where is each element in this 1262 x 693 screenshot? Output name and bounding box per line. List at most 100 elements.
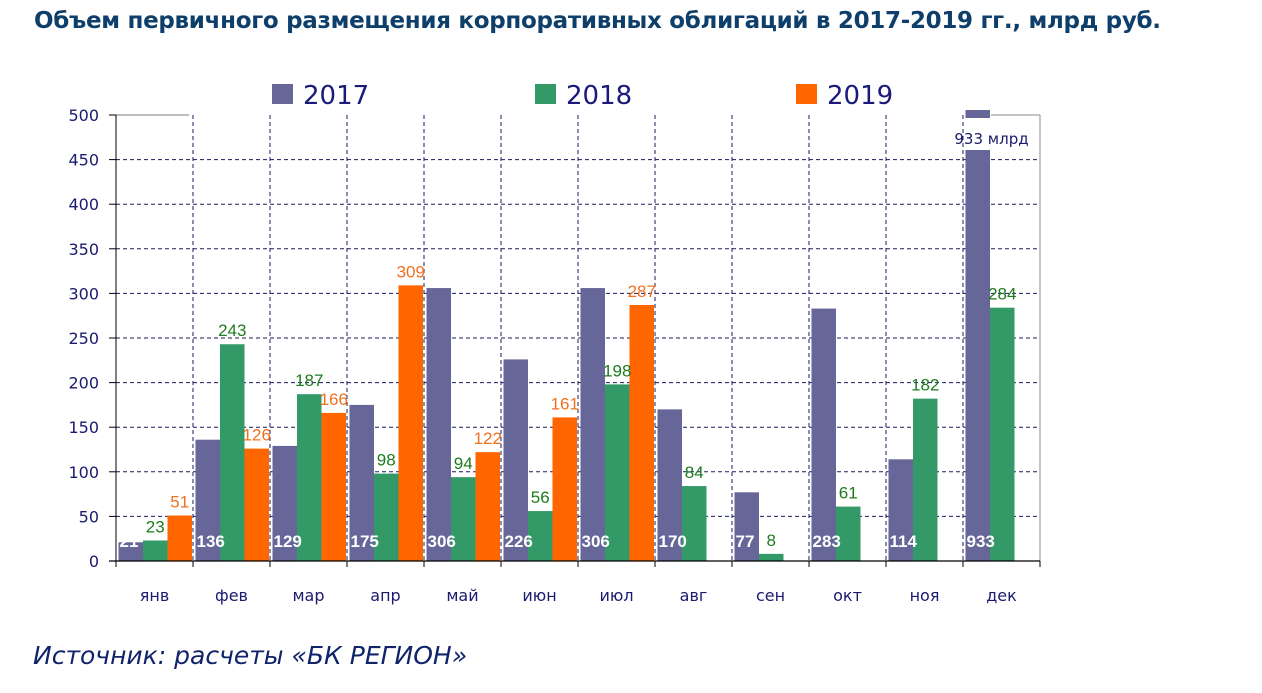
bar-2019-май (475, 452, 500, 561)
y-tick-label: 350 (68, 240, 99, 259)
data-label-2018: 187 (295, 371, 323, 390)
bar-2017-сен (734, 492, 759, 561)
data-label-2019: 161 (551, 394, 579, 413)
chart-title: Объем первичного размещения корпоративны… (34, 8, 1161, 34)
bar-2017-июн (503, 359, 528, 561)
source-note: Источник: расчеты «БК РЕГИОН» (33, 641, 468, 670)
bar-2018-апр (374, 473, 399, 561)
bar-2018-фев (220, 344, 245, 561)
data-label-2017: 306 (428, 532, 456, 551)
legend-swatch-2018 (535, 84, 556, 104)
x-tick-label: дек (986, 586, 1017, 605)
bar-2018-янв (143, 540, 168, 561)
y-tick-label: 450 (68, 151, 99, 170)
x-tick-label: авг (680, 586, 708, 605)
bar-2018-сен (759, 553, 784, 561)
bar-2019-июн (552, 417, 577, 561)
bar-2018-май (451, 477, 476, 561)
bar-2017-фев (195, 439, 220, 561)
y-tick-label: 300 (68, 284, 99, 303)
x-tick-label: янв (140, 586, 170, 605)
bar-2018-июн (528, 511, 553, 561)
data-label-2017: 283 (813, 532, 841, 551)
data-label-2017: 114 (890, 532, 918, 551)
legend-label-2017: 2017 (303, 81, 369, 111)
bar-2019-мар (321, 412, 346, 561)
x-tick-label: окт (833, 586, 862, 605)
axes: 0 50 100 150 200 250 300 350 400 450 500 янв фев мар а… (68, 106, 1041, 605)
bar-2017-мар (272, 445, 297, 561)
data-label-2017: 226 (505, 532, 533, 551)
data-label-2018: 94 (454, 454, 473, 473)
bar-2019-янв (167, 515, 192, 561)
data-label-2019: 309 (397, 262, 425, 281)
annotation-truncated-value: 933 млрд (954, 130, 1028, 148)
data-label-2018: 98 (377, 451, 396, 470)
bar-2018-дек (990, 307, 1015, 561)
bar-2019-фев (244, 448, 269, 561)
data-label-2018: 284 (988, 285, 1016, 304)
legend-swatch-2017 (272, 84, 293, 104)
bar-2018-июл (605, 384, 630, 561)
data-label-2017: 170 (659, 532, 687, 551)
bar-2017-июл (580, 288, 605, 561)
x-tick-label: июл (599, 586, 633, 605)
legend-label-2019: 2019 (827, 81, 893, 111)
legend: 2017 2018 2019 (272, 81, 893, 111)
x-tick-label: ноя (910, 586, 940, 605)
bar-2017-дек (965, 150, 990, 561)
y-tick-label: 500 (68, 106, 99, 125)
bar-2019-апр (398, 285, 423, 561)
bar-2018-окт (836, 506, 861, 561)
x-tick-label: май (446, 586, 478, 605)
data-label-2017: 933 (967, 532, 995, 551)
data-label-2017: 175 (351, 532, 379, 551)
y-tick-label: 150 (68, 418, 99, 437)
x-tick-label: апр (370, 586, 400, 605)
y-tick-label: 50 (79, 507, 99, 526)
y-tick-label: 200 (68, 374, 99, 393)
bar-2017-янв (118, 542, 143, 561)
bar-2018-мар (297, 394, 322, 561)
bar-2017-ноя (888, 459, 913, 561)
grid-lines (116, 115, 1040, 561)
bar-2017-окт (811, 308, 836, 561)
data-label-2018: 182 (911, 376, 939, 395)
bar-2017-апр (349, 404, 374, 561)
x-tick-label: сен (756, 586, 785, 605)
data-label-2017: 306 (582, 532, 610, 551)
bar-2017-авг (657, 409, 682, 561)
bar-2017-дек-cap (965, 110, 990, 118)
y-tick-label: 400 (68, 195, 99, 214)
data-label-2019: 126 (243, 426, 271, 445)
data-label-2018: 243 (218, 321, 246, 340)
bar-2019-июл (629, 304, 654, 561)
data-label-2019: 166 (320, 390, 348, 409)
x-tick-label: мар (292, 586, 324, 605)
x-tick-label: июн (522, 586, 556, 605)
bar-2018-ноя (913, 398, 938, 561)
bar-2018-авг (682, 486, 707, 561)
data-label-2018: 84 (685, 463, 704, 482)
data-label-2018: 198 (603, 361, 631, 380)
data-label-2017: 129 (274, 532, 302, 551)
data-label-2018: 61 (839, 484, 858, 503)
y-tick-label: 0 (89, 552, 99, 571)
y-tick-label: 250 (68, 329, 99, 348)
x-tick-label: фев (215, 586, 248, 605)
data-label-2018: 56 (531, 488, 550, 507)
data-label-2019: 51 (170, 493, 189, 512)
legend-label-2018: 2018 (566, 81, 632, 111)
bar-2017-май (426, 288, 451, 561)
data-label-2017: 136 (197, 532, 225, 551)
data-label-2017: 21 (120, 532, 139, 551)
legend-swatch-2019 (796, 84, 817, 104)
data-label-2018: 23 (146, 517, 165, 536)
data-label-2019: 287 (628, 282, 656, 301)
bars (118, 110, 1015, 561)
data-label-2019: 122 (474, 429, 502, 448)
y-tick-label: 100 (68, 463, 99, 482)
data-label-2017: 77 (736, 532, 755, 551)
